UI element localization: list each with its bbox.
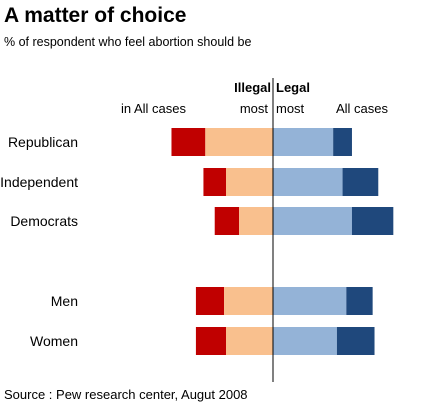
bar-democrats-illegal-most xyxy=(239,207,273,235)
chart-title: A matter of choice xyxy=(4,4,186,27)
category-label-democrats: Democrats xyxy=(10,213,78,229)
bar-men-illegal-most xyxy=(224,287,273,315)
bar-women-legal-most xyxy=(273,327,337,355)
bar-women-legal-all xyxy=(336,327,375,355)
category-label-men: Men xyxy=(51,293,78,309)
category-label-women: Women xyxy=(30,333,78,349)
header-legal-all: All cases xyxy=(336,101,389,116)
bars-group xyxy=(171,128,394,355)
bar-republican-illegal-all xyxy=(171,128,206,156)
bar-republican-illegal-most xyxy=(205,128,273,156)
bar-women-illegal-most xyxy=(226,327,273,355)
bar-independent-illegal-all xyxy=(203,168,226,196)
header-legal-most: most xyxy=(276,101,305,116)
bar-republican-legal-most xyxy=(273,128,334,156)
header-illegal: Illegal xyxy=(234,80,271,95)
bar-independent-legal-all xyxy=(342,168,379,196)
bar-democrats-legal-all xyxy=(351,207,394,235)
category-label-republican: Republican xyxy=(8,134,78,150)
category-labels: Republican Independent Democrats Men Women xyxy=(0,134,78,349)
source-note: Source : Pew research center, Augut 2008 xyxy=(4,387,248,402)
bar-men-legal-all xyxy=(346,287,373,315)
bar-independent-legal-most xyxy=(273,168,343,196)
bar-democrats-legal-most xyxy=(273,207,352,235)
category-label-independent: Independent xyxy=(0,174,78,190)
header-legal: Legal xyxy=(276,80,310,95)
bar-republican-legal-all xyxy=(333,128,352,156)
header-illegal-most: most xyxy=(240,101,269,116)
chart-subtitle: % of respondent who feel abortion should… xyxy=(4,35,251,49)
bar-men-illegal-all xyxy=(195,287,225,315)
bar-men-legal-most xyxy=(273,287,347,315)
bar-women-illegal-all xyxy=(195,327,226,355)
bar-democrats-illegal-all xyxy=(214,207,240,235)
header-illegal-all: in All cases xyxy=(121,101,187,116)
bar-independent-illegal-most xyxy=(226,168,273,196)
